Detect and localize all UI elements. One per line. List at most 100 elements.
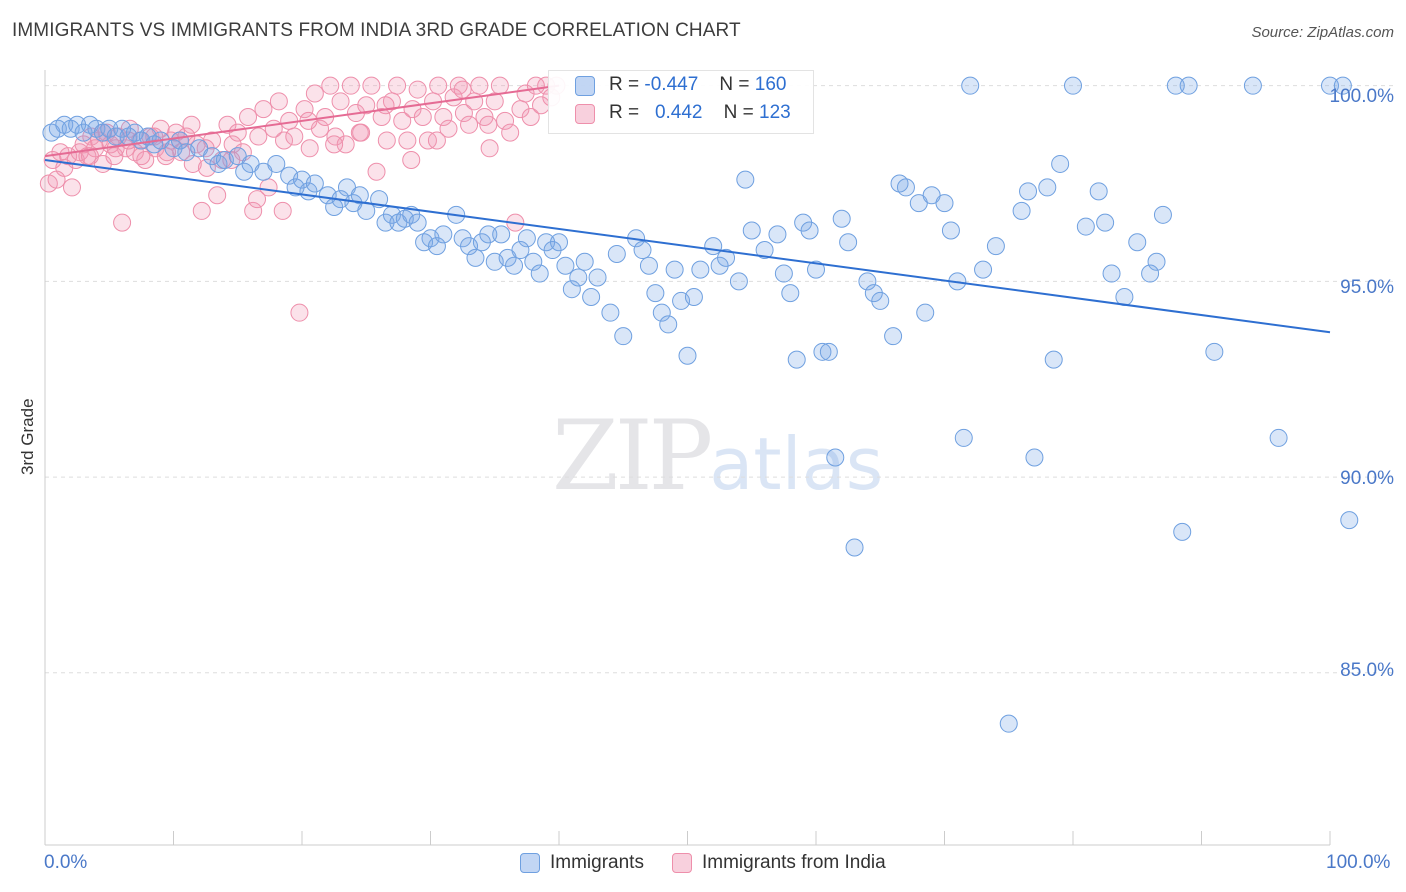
- r-label: R =: [609, 102, 640, 123]
- point-india: [479, 115, 498, 134]
- point-india: [208, 186, 227, 205]
- point-india: [273, 201, 292, 220]
- point-india: [393, 111, 412, 130]
- point-immigrants: [665, 260, 684, 279]
- point-india: [377, 131, 396, 150]
- watermark-zip: ZIP: [552, 400, 713, 512]
- point-india: [350, 123, 369, 142]
- point-immigrants: [768, 225, 787, 244]
- point-immigrants: [1340, 511, 1359, 530]
- point-india: [402, 151, 421, 170]
- n-value: 123: [759, 102, 791, 123]
- point-immigrants: [1089, 182, 1108, 201]
- legend-swatch-blue: [520, 853, 540, 873]
- point-immigrants: [1102, 264, 1121, 283]
- point-immigrants: [1025, 448, 1044, 467]
- point-immigrants: [678, 346, 697, 365]
- point-immigrants: [832, 209, 851, 228]
- point-immigrants: [1269, 428, 1288, 447]
- data-points: [39, 76, 1359, 733]
- point-immigrants: [986, 237, 1005, 256]
- point-immigrants: [588, 268, 607, 287]
- point-india: [197, 158, 216, 177]
- stats-legend: R = -0.447 N = 160 R = 0.442 N = 123: [548, 70, 814, 134]
- point-immigrants: [704, 237, 723, 256]
- legend-item-india[interactable]: Immigrants from India: [671, 852, 886, 874]
- y-tick-label: 90.0%: [1340, 468, 1394, 489]
- point-india: [132, 147, 151, 166]
- point-immigrants: [839, 233, 858, 252]
- n-label: N =: [723, 102, 754, 123]
- point-immigrants: [1128, 233, 1147, 252]
- point-immigrants: [569, 268, 588, 287]
- point-immigrants: [1076, 217, 1095, 236]
- point-immigrants: [357, 201, 376, 220]
- legend-swatch-pink: [671, 853, 692, 873]
- point-india: [62, 178, 81, 197]
- point-india: [413, 107, 432, 126]
- point-immigrants: [639, 256, 658, 275]
- point-india: [372, 107, 391, 126]
- point-immigrants: [1205, 342, 1224, 361]
- point-immigrants: [1141, 264, 1160, 283]
- trend-lines: [44, 84, 1331, 334]
- point-immigrants: [511, 241, 530, 260]
- point-india: [285, 127, 304, 146]
- point-india: [182, 115, 201, 134]
- point-india: [183, 154, 202, 173]
- point-immigrants: [896, 178, 915, 197]
- point-india: [398, 131, 417, 150]
- y-tick-label: 100.0%: [1329, 86, 1394, 107]
- point-india: [434, 107, 453, 126]
- point-immigrants: [954, 428, 973, 447]
- point-immigrants: [305, 174, 324, 193]
- n-label: N =: [719, 74, 750, 95]
- point-immigrants: [492, 225, 511, 244]
- x-tick-label: 0.0%: [44, 852, 88, 873]
- point-immigrants: [267, 154, 286, 173]
- point-immigrants: [871, 291, 890, 310]
- legend-item-immigrants[interactable]: Immigrants: [520, 852, 644, 874]
- point-immigrants: [479, 225, 498, 244]
- point-india: [290, 303, 309, 322]
- point-immigrants: [1147, 252, 1166, 271]
- point-immigrants: [1044, 350, 1063, 369]
- point-india: [249, 127, 268, 146]
- point-immigrants: [1333, 76, 1352, 95]
- point-india: [429, 76, 448, 95]
- axes: [44, 70, 1331, 846]
- point-immigrants: [729, 272, 748, 291]
- point-india: [192, 201, 211, 220]
- point-india: [331, 92, 350, 111]
- point-immigrants: [819, 342, 838, 361]
- point-immigrants: [691, 260, 710, 279]
- point-immigrants: [466, 248, 485, 267]
- point-immigrants: [1064, 76, 1082, 95]
- point-immigrants: [530, 264, 549, 283]
- point-immigrants: [646, 284, 665, 303]
- point-india: [300, 139, 319, 158]
- n-value: 160: [754, 74, 787, 95]
- point-immigrants: [350, 186, 369, 205]
- point-immigrants: [1179, 76, 1198, 95]
- trend-line-immigrants: [44, 159, 1331, 334]
- point-india: [454, 104, 473, 123]
- point-immigrants: [601, 303, 620, 322]
- point-immigrants: [884, 327, 903, 346]
- point-immigrants: [742, 221, 761, 240]
- point-immigrants: [755, 241, 774, 260]
- point-india: [496, 111, 515, 130]
- point-immigrants: [774, 264, 793, 283]
- point-india: [367, 162, 386, 181]
- point-immigrants: [717, 248, 736, 267]
- point-immigrants: [813, 342, 832, 361]
- legend-label: Immigrants from India: [701, 852, 886, 873]
- point-immigrants: [781, 284, 800, 303]
- point-immigrants: [999, 714, 1018, 733]
- point-immigrants: [550, 233, 568, 252]
- point-immigrants: [562, 280, 581, 299]
- point-india: [248, 190, 267, 209]
- point-immigrants: [1019, 182, 1038, 201]
- point-immigrants: [582, 288, 601, 307]
